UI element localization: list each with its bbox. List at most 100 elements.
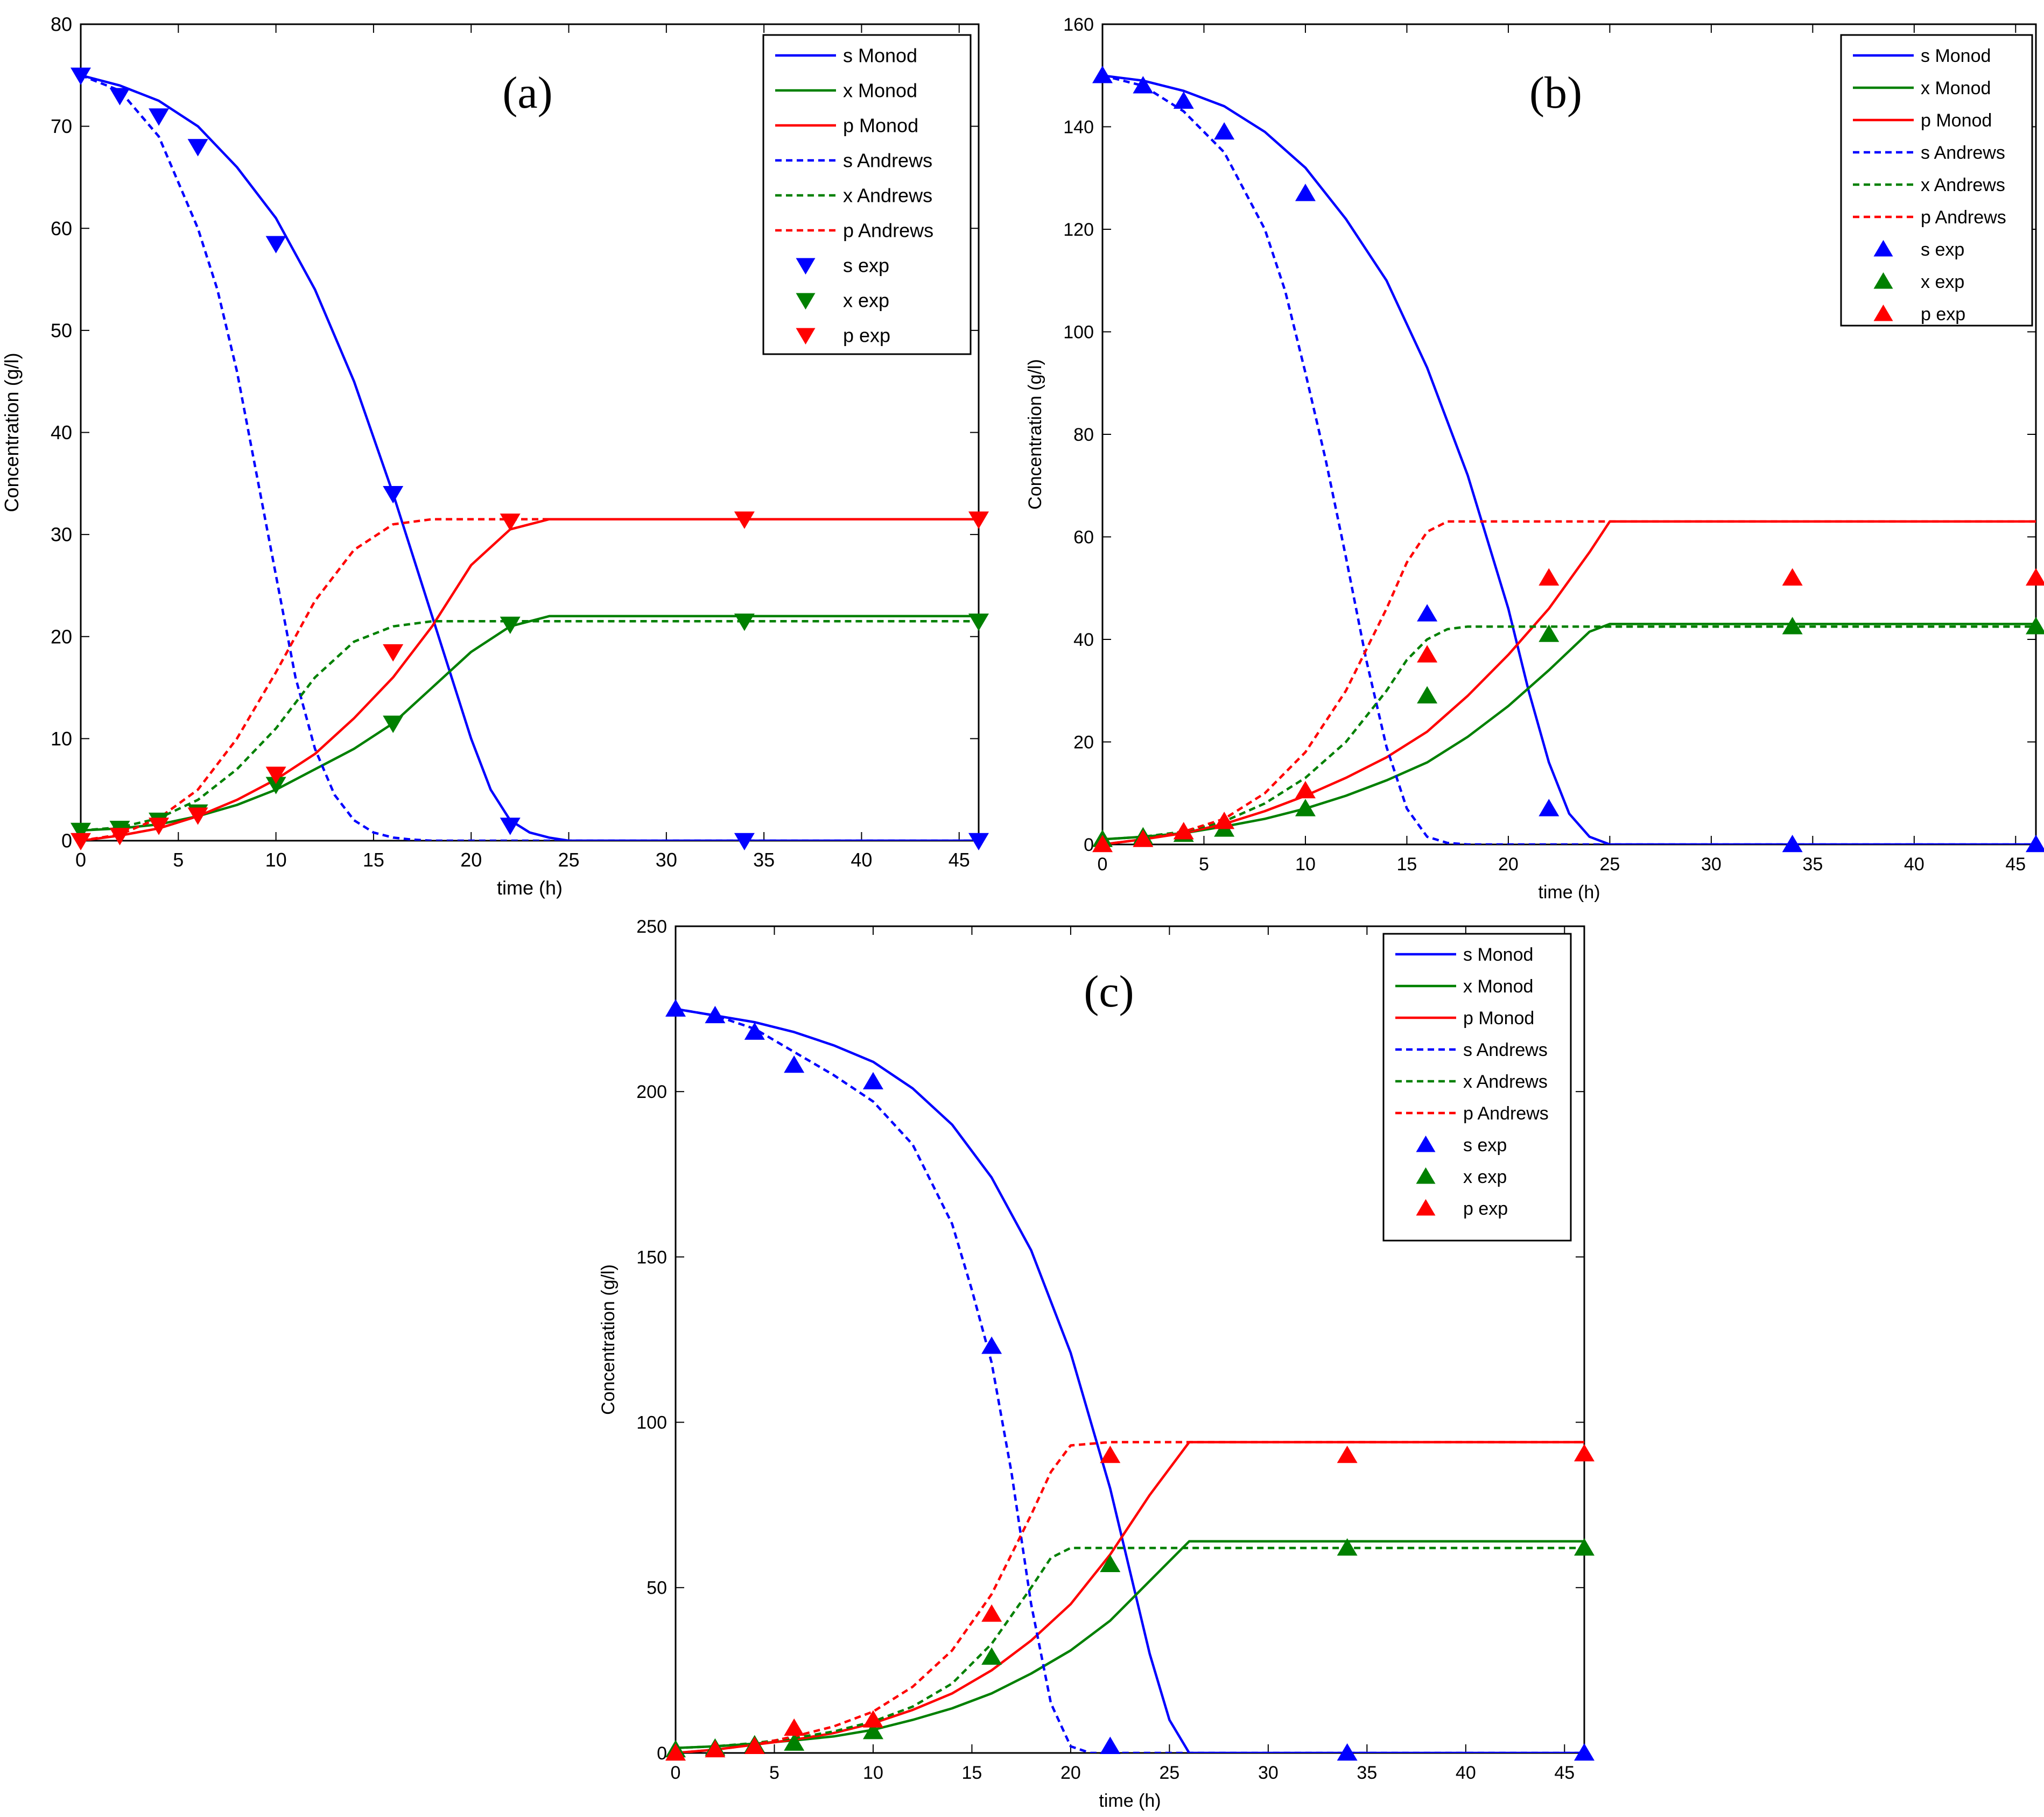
data-point-p-exp (265, 766, 286, 784)
data-point-s-exp (500, 818, 521, 835)
data-point-s-exp (1092, 66, 1113, 83)
x-tick-label: 35 (753, 849, 775, 871)
legend-marker (1416, 1199, 1436, 1216)
x-axis-label: time (h) (1099, 1791, 1161, 1811)
legend-entry: x exp (1463, 1167, 1507, 1187)
data-point-p-exp (968, 511, 989, 529)
legend: s Monod x Monod p Monod s Andrews x Andrews p… (1382, 933, 1572, 1242)
x-tick-label: 30 (656, 849, 677, 871)
legend-entry: x Andrews (843, 185, 932, 207)
legend-marker (1416, 1167, 1436, 1184)
data-point-x-exp (734, 614, 755, 631)
data-point-p-exp (1539, 568, 1560, 586)
data-point-x-exp (1574, 1538, 1595, 1556)
data-point-s-exp (1173, 91, 1194, 109)
x-tick-label: 15 (363, 849, 384, 871)
y-axis-label: Concentration (g/l) (1, 353, 23, 512)
data-point-p-exp (734, 511, 755, 529)
legend-entry: x Monod (1463, 976, 1533, 997)
data-point-p-exp (1337, 1445, 1358, 1463)
y-tick-label: 150 (636, 1247, 667, 1267)
legend-entry: x Andrews (1921, 175, 2005, 195)
data-point-s-exp (265, 236, 286, 253)
x-axis-label: time (h) (497, 877, 563, 899)
y-tick-label: 0 (61, 830, 72, 852)
data-point-s-exp (734, 833, 755, 851)
data-point-s-exp (1417, 604, 1438, 622)
legend: s Monod x Monod p Monod s Andrews x Andrews p… (1840, 34, 2033, 327)
legend-marker (796, 328, 816, 345)
data-point-s-exp (71, 67, 91, 85)
legend-entry: p Andrews (843, 220, 933, 242)
data-point-x-exp (1295, 799, 1316, 816)
x-tick-label: 45 (1554, 1763, 1575, 1783)
y-tick-label: 40 (51, 421, 72, 443)
data-point-x-exp (862, 1722, 883, 1739)
legend-entry: p Andrews (1921, 207, 2006, 228)
data-point-s-exp (1133, 76, 1154, 94)
x-tick-label: 25 (1599, 854, 1620, 875)
legend-entry: s Monod (1463, 945, 1533, 965)
data-point-x-exp (1539, 624, 1560, 642)
data-point-x-exp (1417, 686, 1438, 704)
x-tick-label: 0 (1098, 854, 1108, 875)
y-tick-label: 160 (1063, 15, 1094, 35)
plot-area-c (675, 925, 1585, 1754)
legend-entry: x Monod (1921, 78, 1991, 98)
x-tick-label: 5 (173, 849, 184, 871)
legend-entry: p exp (843, 325, 890, 347)
x-tick-label: 45 (2005, 854, 2026, 875)
x-tick-label: 30 (1258, 1763, 1279, 1783)
series-line-s-monod (1102, 74, 2036, 844)
data-point-s-exp (1100, 1736, 1121, 1754)
series-group (676, 1008, 1584, 1753)
data-point-x-exp (500, 616, 521, 635)
data-point-s-exp (665, 999, 686, 1017)
legend-entry: p Monod (843, 115, 918, 137)
series-line-s-andrews (676, 1008, 1584, 1753)
data-point-p-exp (744, 1736, 765, 1754)
y-tick-label: 50 (51, 319, 72, 341)
data-point-s-exp (1214, 122, 1235, 140)
data-point-x-exp (1782, 617, 1803, 635)
x-tick-label: 5 (1199, 854, 1209, 875)
data-point-p-exp (1100, 1445, 1121, 1463)
y-tick-label: 80 (51, 13, 72, 36)
legend-entry: s Andrews (1463, 1040, 1548, 1060)
x-tick-label: 30 (1701, 854, 1722, 875)
y-tick-label: 20 (51, 625, 72, 647)
legend-marker (796, 293, 816, 310)
data-point-x-exp (1100, 1554, 1121, 1573)
x-tick-label: 20 (460, 849, 482, 871)
legend-entry: p Andrews (1463, 1103, 1549, 1124)
data-point-p-exp (149, 818, 170, 835)
data-point-s-exp (705, 1005, 726, 1024)
series-line-p-andrews (676, 1441, 1584, 1753)
data-point-p-exp (862, 1710, 883, 1728)
y-tick-label: 20 (1073, 732, 1094, 752)
x-tick-label: 40 (1456, 1763, 1476, 1783)
x-tick-label: 15 (1397, 854, 1417, 875)
x-tick-label: 0 (75, 849, 86, 871)
data-point-p-exp (1092, 834, 1113, 853)
chart-panel-a: 0 5 10 15 20 25 30 35 40 45 0 10 20 30 40 50 60 70 80 time … (1, 13, 989, 899)
x-tick-label: 35 (1802, 854, 1823, 875)
legend-marker (796, 258, 816, 275)
panel-label: (b) (1529, 68, 1582, 118)
data-point-x-exp (981, 1647, 1002, 1665)
y-axis-label: Concentration (g/l) (1025, 359, 1045, 510)
legend-entry: p Monod (1921, 110, 1992, 131)
data-point-p-exp (1295, 780, 1316, 799)
x-tick-label: 35 (1357, 1763, 1377, 1783)
y-tick-label: 60 (1073, 527, 1094, 547)
data-point-x-exp (265, 777, 286, 794)
data-point-s-exp (1539, 799, 1560, 816)
panel-label: (a) (502, 68, 552, 118)
data-point-p-exp (1133, 829, 1154, 847)
legend-entry: p exp (1921, 304, 1965, 325)
y-tick-label: 50 (647, 1578, 667, 1598)
data-point-p-exp (2026, 568, 2044, 586)
